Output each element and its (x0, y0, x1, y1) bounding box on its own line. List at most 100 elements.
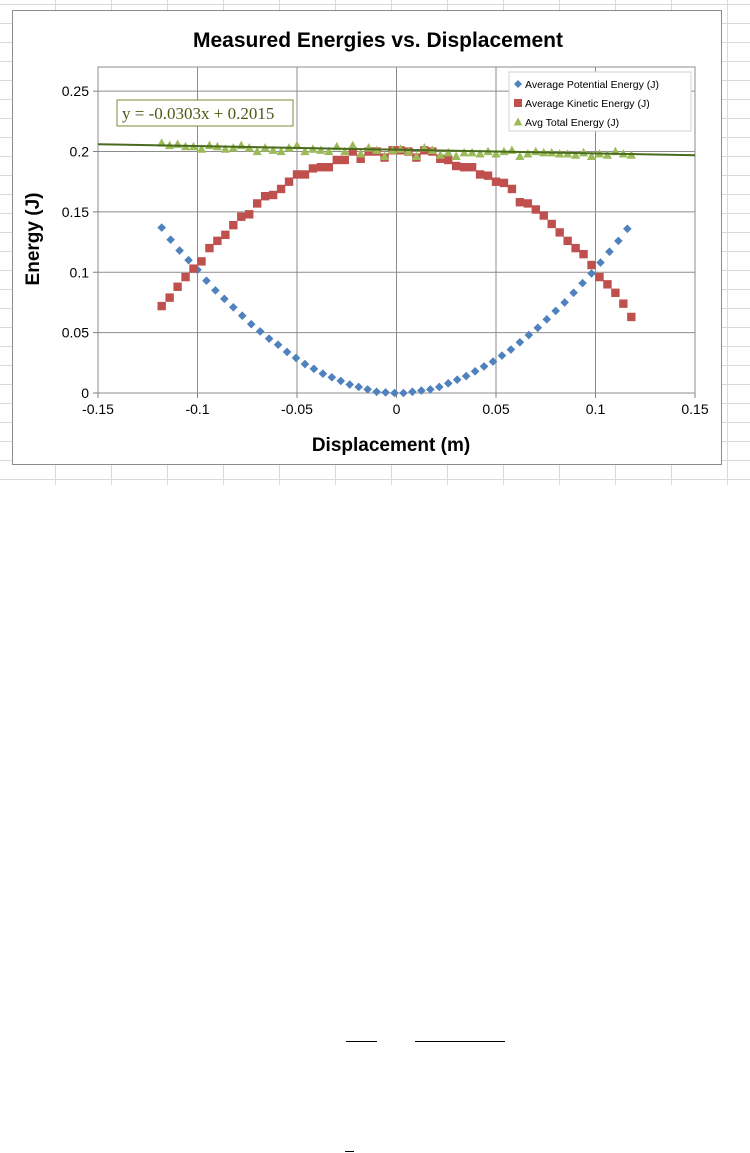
data-point[interactable] (547, 219, 556, 229)
data-point[interactable] (569, 288, 578, 298)
data-point[interactable] (611, 288, 620, 297)
data-point[interactable] (578, 278, 587, 288)
data-point[interactable] (571, 243, 580, 253)
data-point[interactable] (499, 178, 509, 188)
trendline-equation[interactable]: y = -0.0303x + 0.2015 (116, 99, 294, 127)
data-point[interactable] (284, 177, 294, 186)
data-point[interactable] (507, 184, 517, 194)
data-point[interactable] (627, 312, 636, 322)
data-point[interactable] (470, 366, 480, 376)
data-point[interactable] (356, 154, 365, 163)
data-point[interactable] (497, 351, 507, 360)
data-point[interactable] (184, 255, 193, 265)
data-point[interactable] (444, 155, 453, 165)
data-point[interactable] (587, 260, 596, 270)
data-point[interactable] (327, 373, 337, 382)
data-point[interactable] (229, 302, 238, 312)
data-point[interactable] (220, 144, 230, 153)
data-point[interactable] (578, 147, 589, 157)
data-point[interactable] (157, 223, 166, 232)
data-point[interactable] (475, 149, 485, 158)
data-point[interactable] (292, 170, 302, 179)
data-point[interactable] (506, 345, 516, 354)
data-point[interactable] (586, 151, 597, 160)
legend[interactable]: Average Potential Energy (J) Average Kine… (508, 71, 692, 132)
data-point[interactable] (436, 154, 445, 163)
data-point[interactable] (372, 387, 381, 397)
data-point[interactable] (340, 146, 350, 156)
data-point[interactable] (434, 382, 444, 392)
data-point[interactable] (479, 362, 489, 371)
data-point[interactable] (563, 236, 572, 246)
chart-frame[interactable]: 0 0.05 0.1 0.15 0.2 0.25 -0.15 -0.1 -0.05 0 0.05 0.… (12, 10, 722, 465)
data-point[interactable] (273, 340, 283, 350)
data-point[interactable] (175, 246, 184, 255)
data-point[interactable] (237, 311, 247, 321)
data-point[interactable] (255, 327, 265, 336)
data-point[interactable] (579, 249, 588, 259)
data-point[interactable] (461, 371, 471, 381)
data-point[interactable] (459, 147, 469, 157)
data-point[interactable] (452, 375, 462, 385)
data-point[interactable] (539, 211, 548, 220)
data-point[interactable] (221, 230, 230, 240)
data-point[interactable] (309, 364, 319, 374)
data-point[interactable] (467, 163, 477, 172)
data-point[interactable] (348, 140, 358, 150)
data-point[interactable] (173, 282, 182, 291)
data-point[interactable] (363, 385, 372, 394)
data-point[interactable] (364, 147, 373, 156)
data-point[interactable] (475, 170, 485, 179)
data-point[interactable] (523, 149, 533, 158)
data-point[interactable] (340, 155, 349, 165)
data-point[interactable] (623, 224, 632, 234)
data-point[interactable] (181, 272, 190, 282)
data-point[interactable] (417, 386, 426, 395)
data-point[interactable] (324, 146, 334, 156)
data-point[interactable] (196, 144, 207, 153)
data-point[interactable] (213, 236, 222, 246)
data-point[interactable] (443, 147, 453, 157)
data-point[interactable] (443, 379, 453, 388)
data-point[interactable] (268, 190, 278, 200)
data-point[interactable] (211, 286, 220, 295)
data-point[interactable] (245, 210, 254, 219)
data-point[interactable] (488, 357, 498, 366)
data-point[interactable] (596, 258, 605, 267)
data-point[interactable] (246, 319, 256, 329)
data-point[interactable] (166, 235, 175, 244)
data-point[interactable] (451, 151, 461, 160)
data-point[interactable] (523, 199, 533, 208)
data-point[interactable] (560, 298, 569, 307)
data-point[interactable] (379, 151, 390, 160)
data-point[interactable] (157, 301, 166, 311)
data-point[interactable] (605, 247, 614, 257)
data-point[interactable] (399, 388, 408, 398)
data-point[interactable] (571, 150, 581, 159)
data-point[interactable] (332, 155, 341, 165)
data-point[interactable] (603, 280, 612, 289)
data-point[interactable] (459, 163, 469, 172)
data-point[interactable] (348, 147, 357, 156)
data-point[interactable] (452, 161, 461, 171)
data-point[interactable] (515, 151, 525, 160)
data-point[interactable] (533, 323, 543, 333)
data-point[interactable] (408, 387, 417, 397)
data-point[interactable] (467, 147, 477, 157)
data-point[interactable] (318, 369, 328, 378)
data-point[interactable] (483, 171, 493, 180)
data-point[interactable] (324, 163, 334, 172)
data-point[interactable] (356, 149, 366, 158)
data-point[interactable] (491, 149, 501, 158)
data-point[interactable] (189, 264, 198, 273)
data-point[interactable] (336, 376, 346, 386)
data-point[interactable] (237, 212, 246, 221)
data-point[interactable] (587, 269, 596, 278)
data-point[interactable] (426, 385, 435, 394)
data-point[interactable] (542, 315, 552, 324)
data-point[interactable] (300, 170, 310, 179)
data-point[interactable] (291, 353, 301, 363)
data-point[interactable] (276, 184, 286, 194)
data-point[interactable] (205, 243, 214, 253)
trendline[interactable] (97, 143, 696, 157)
